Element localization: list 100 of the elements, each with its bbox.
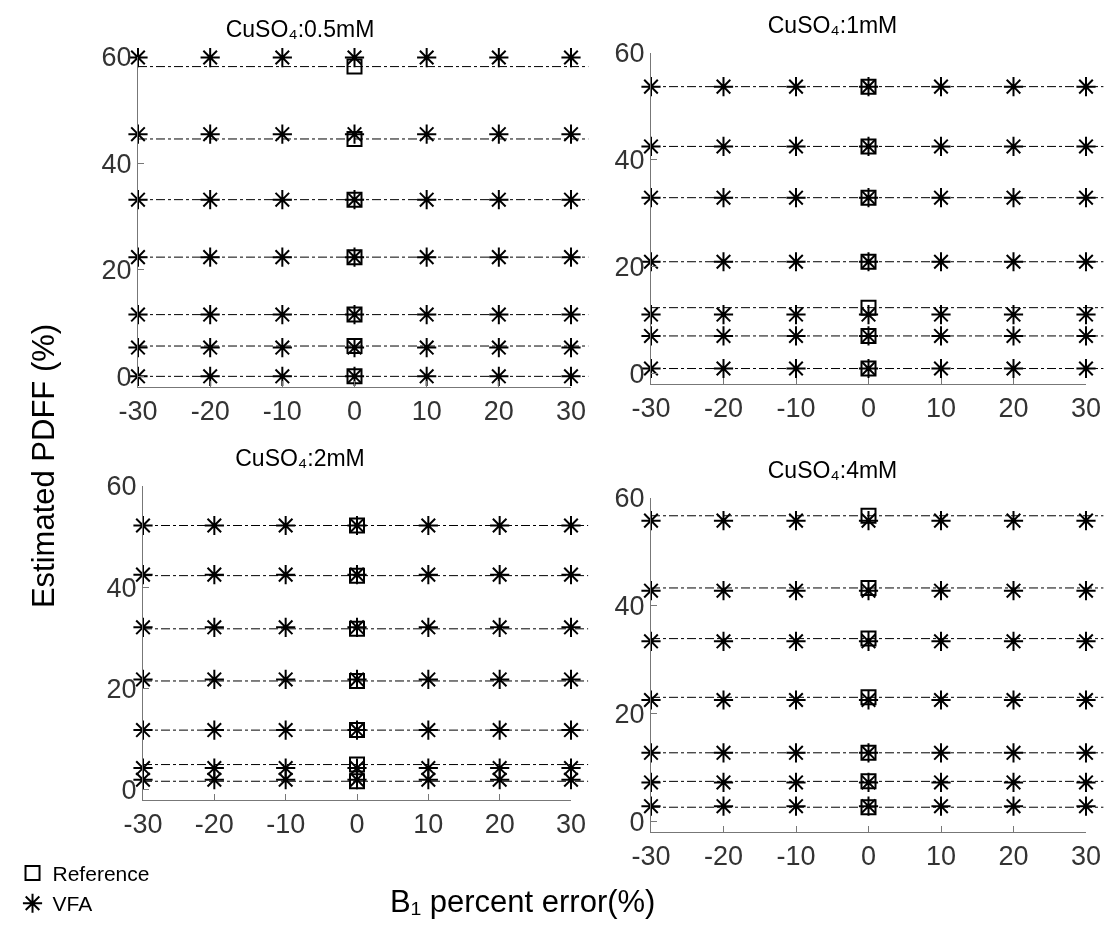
x-axis-title: B₁ percent error(%) [390,884,656,920]
y-tick-label: 40 [614,145,645,176]
point [275,668,297,691]
point [930,771,952,794]
point [712,304,735,326]
point [560,46,582,69]
point [127,337,149,359]
point [489,668,511,691]
point [785,580,807,602]
x-tick-label: 20 [483,396,514,427]
point [1075,510,1097,532]
point [489,564,511,586]
point [560,246,582,268]
x-tick-label: 0 [860,393,877,424]
y-tick-label: 20 [106,674,137,705]
point [199,46,221,69]
point [640,742,662,764]
point [560,304,582,326]
y-tick-label: 40 [614,591,645,622]
point [488,337,510,359]
point [416,304,438,326]
point [275,616,297,638]
point [1075,689,1097,711]
x-tick-label: 0 [349,809,365,840]
point [343,123,366,145]
point [930,510,952,532]
point [785,630,807,652]
point [416,365,438,387]
point [560,668,582,691]
point [1002,510,1025,532]
point [271,365,293,387]
y-tick-label: 0 [116,361,132,392]
point [1002,742,1025,764]
x-tick-label: -30 [123,809,163,840]
point [560,769,582,791]
x-tick-label: 30 [555,809,587,840]
point [785,510,807,532]
point [488,304,510,326]
point [712,135,735,158]
y-tick-label: 60 [106,471,137,502]
point [1075,251,1097,273]
x-tick-label: 20 [998,841,1029,872]
point [930,742,952,764]
point [199,189,221,211]
y-axis-title: Estimated PDFF (%) [26,323,62,609]
point [640,304,662,326]
point [417,757,439,779]
point [1002,251,1025,273]
point [489,769,511,791]
point [930,135,952,158]
x-tick-label: 0 [860,841,877,872]
point [785,76,807,98]
point [132,514,154,537]
y-tick-label: 20 [614,698,645,729]
point [416,123,438,145]
point [416,337,438,359]
point [712,689,735,711]
point [1075,187,1097,209]
point [271,123,293,145]
point [1075,357,1097,380]
point [1075,795,1097,817]
point [203,668,225,691]
point [275,514,297,537]
point [203,719,225,741]
point [640,325,662,347]
point [1002,689,1025,711]
point [560,189,582,211]
point [785,795,807,817]
point [1075,325,1097,347]
point [712,251,735,273]
x-tick-label: -30 [118,396,158,427]
x-tick-label: 20 [484,809,515,840]
point [1075,304,1097,326]
point [930,357,952,380]
point [199,365,221,387]
x-tick-label: -10 [776,841,816,872]
point [417,616,439,638]
point [199,304,221,326]
point [416,189,438,211]
point [203,514,225,537]
point [560,719,582,741]
y-tick-label: 60 [614,483,645,514]
point [127,304,149,326]
point [785,187,807,209]
point [199,246,221,268]
chart-title: CuSO₄:4mM [767,457,898,483]
point [560,123,582,145]
point [346,130,363,147]
point [930,689,952,711]
x-tick-label: 30 [555,396,587,427]
point [417,564,439,586]
y-tick-label: 0 [121,775,137,806]
point [1002,357,1025,380]
point [712,795,735,817]
point [860,579,877,596]
y-tick-label: 40 [106,572,137,603]
x-tick-label: 20 [998,393,1029,424]
point [489,616,511,638]
x-tick-label: -30 [631,841,671,872]
x-tick-label: 30 [1070,841,1102,872]
